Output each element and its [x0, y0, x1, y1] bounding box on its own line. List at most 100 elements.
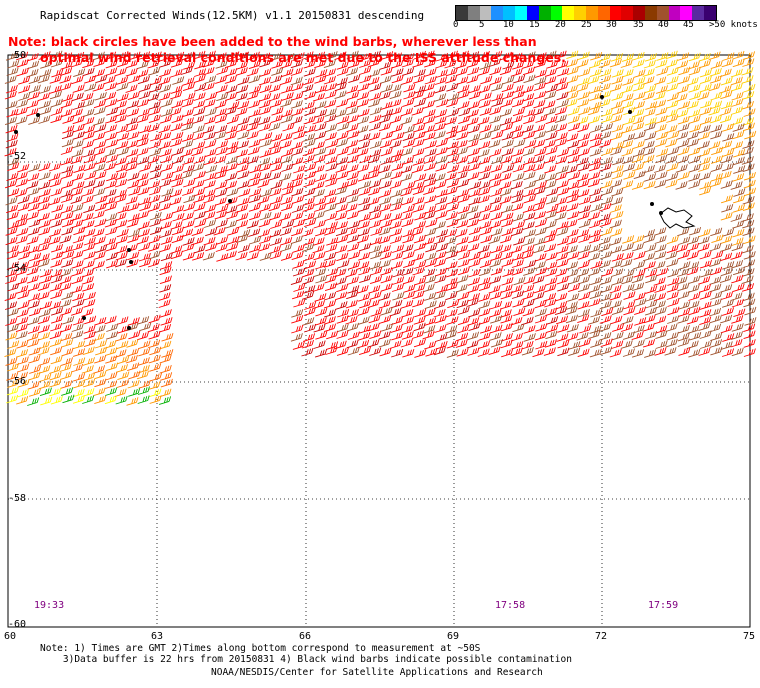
wind-barb: [7, 340, 20, 349]
wind-barb: [623, 116, 636, 126]
wind-barb: [565, 314, 578, 324]
wind-barb: [469, 181, 482, 190]
wind-barb: [347, 346, 360, 356]
wind-barb: [479, 226, 493, 236]
wind-barb: [83, 75, 97, 84]
wind-barb: [609, 284, 622, 294]
wind-barb: [621, 53, 634, 62]
wind-barb: [666, 75, 679, 85]
wind-barb: [138, 340, 151, 350]
wind-barb: [183, 194, 196, 204]
wind-barb: [411, 107, 424, 116]
wind-barb: [510, 156, 523, 165]
wind-barb: [249, 85, 262, 94]
wind-barb: [126, 397, 139, 406]
wind-barb: [324, 90, 337, 99]
wind-barb: [170, 68, 183, 78]
wind-barb: [149, 226, 163, 236]
wind-barb: [447, 108, 460, 117]
wind-barb: [720, 76, 733, 86]
wind-barb: [246, 122, 259, 132]
wind-barb: [117, 132, 130, 142]
wind-barb: [433, 130, 446, 140]
wind-barb: [116, 340, 129, 350]
wind-barb: [215, 140, 229, 149]
wind-barb: [62, 115, 75, 124]
wind-barb: [424, 258, 438, 268]
wind-barb: [400, 107, 413, 117]
wind-barb: [642, 91, 655, 101]
wind-barb: [368, 58, 381, 68]
wind-barb: [566, 66, 579, 76]
wind-barb: [699, 68, 712, 78]
wind-barb: [336, 347, 349, 356]
wind-barb: [698, 228, 711, 238]
wind-barb: [391, 162, 404, 172]
wind-barb: [720, 100, 734, 110]
wind-barb: [744, 306, 757, 316]
wind-barb: [633, 130, 646, 140]
wind-barb: [577, 123, 590, 133]
wind-barb: [346, 50, 359, 60]
wind-barb: [227, 235, 240, 245]
wind-barb: [37, 195, 51, 205]
wind-barb: [720, 284, 733, 293]
wind-barb: [665, 338, 678, 348]
wind-barb: [468, 226, 481, 236]
wind-barb: [512, 298, 525, 308]
wind-barb: [478, 171, 491, 181]
wind-barb: [137, 364, 150, 374]
wind-barb: [566, 268, 579, 278]
wind-barb: [523, 325, 536, 334]
wind-barb: [577, 314, 590, 324]
wind-barb: [116, 93, 129, 102]
wind-barb: [622, 283, 635, 293]
wind-barb: [402, 234, 415, 244]
wind-barb: [334, 268, 347, 278]
wind-barb: [467, 171, 480, 181]
wind-barb: [15, 323, 28, 333]
wind-barb: [654, 347, 667, 356]
wind-barb: [556, 333, 569, 342]
wind-barb: [70, 195, 83, 205]
wind-barb: [623, 306, 636, 316]
wind-barb: [323, 308, 337, 318]
wind-barb: [620, 340, 633, 349]
wind-barb: [742, 51, 756, 60]
wind-barb: [523, 74, 536, 84]
wind-barb: [524, 180, 537, 190]
wind-barb: [269, 250, 282, 260]
wind-barb: [214, 155, 227, 164]
wind-barb: [369, 275, 383, 285]
wind-barb: [49, 371, 62, 381]
wind-barb: [501, 83, 514, 93]
wind-barb: [235, 251, 248, 261]
colorbar-swatch: [668, 6, 681, 20]
wind-barb: [115, 395, 128, 405]
wind-barb: [666, 172, 679, 182]
wind-barb: [191, 236, 204, 246]
wind-barb: [466, 218, 479, 228]
wind-barb: [83, 251, 96, 260]
wind-barb: [291, 147, 304, 156]
wind-barb: [292, 195, 305, 204]
wind-barb: [235, 204, 249, 213]
wind-barb: [225, 68, 238, 77]
wind-barb: [235, 219, 249, 229]
wind-barb: [302, 252, 316, 262]
wind-barb: [259, 235, 272, 244]
contamination-circle: [650, 202, 654, 206]
note-line-1: Note: black circles have been added to t…: [8, 34, 537, 49]
wind-barb: [590, 51, 603, 61]
contamination-circle: [82, 316, 86, 320]
wind-barb: [391, 251, 404, 261]
wind-barb: [126, 258, 139, 268]
wind-barb: [631, 122, 645, 131]
wind-barb: [601, 187, 614, 196]
wind-barb: [699, 250, 712, 260]
wind-barb: [73, 226, 86, 236]
wind-barb: [359, 274, 372, 284]
wind-barb: [324, 282, 338, 292]
wind-barb: [116, 140, 129, 150]
wind-barb: [589, 187, 602, 197]
